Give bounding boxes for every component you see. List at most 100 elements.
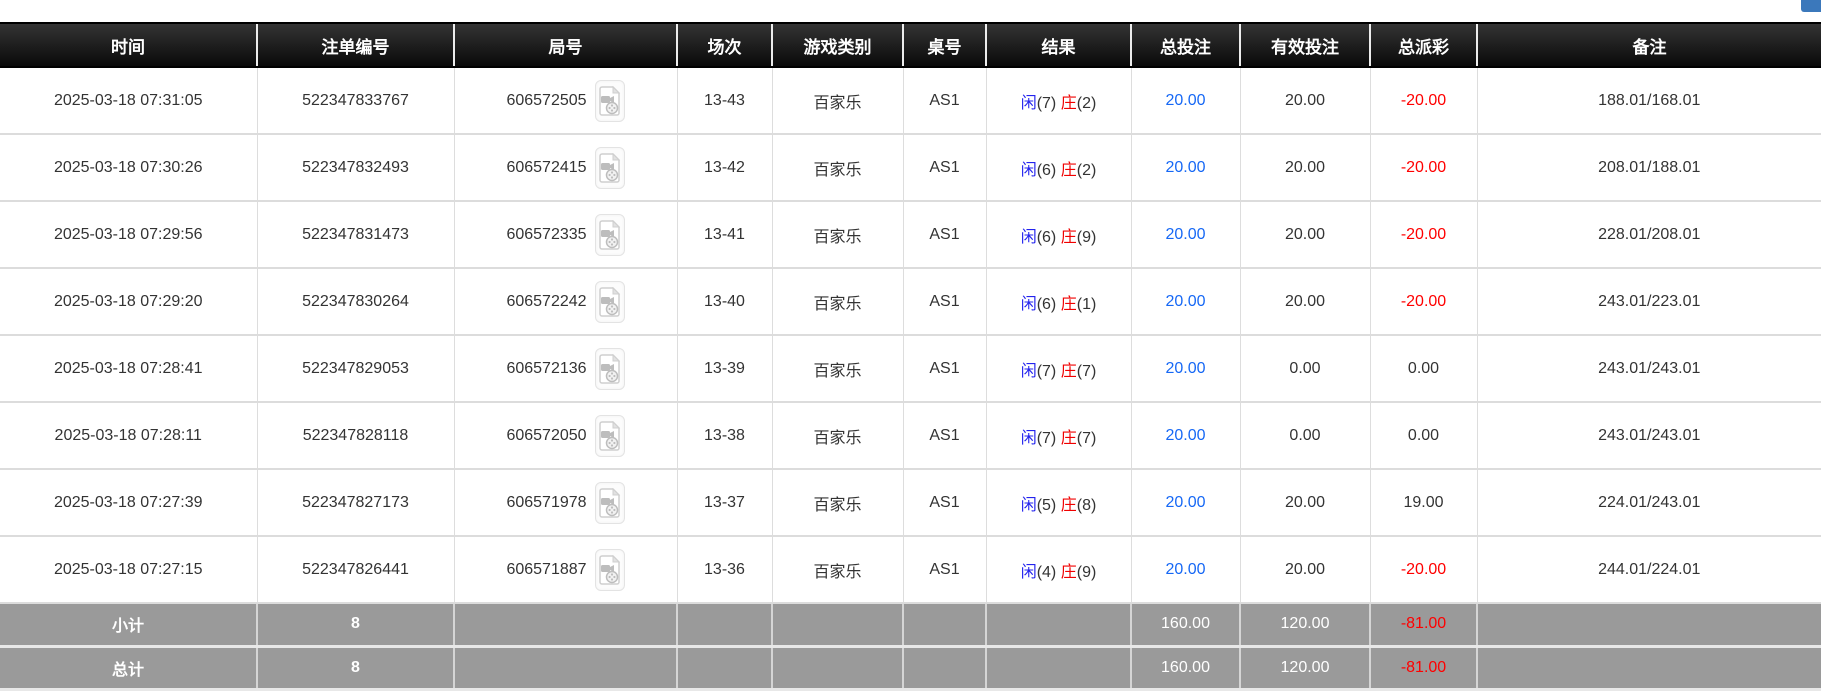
cell-game-type: 百家乐 — [771, 268, 903, 336]
cell-result: 闲(5) 庄(8) — [985, 469, 1131, 537]
cell-table-no: AS1 — [902, 134, 986, 202]
col-header-table-no: 桌号 — [902, 22, 986, 68]
top-strip — [0, 0, 1821, 22]
subtotal-total-bet: 160.00 — [1130, 603, 1240, 648]
subtotal-valid-bet: 120.00 — [1239, 603, 1370, 648]
cell-round-id: 606572505 — [453, 67, 677, 135]
cell-result: 闲(7) 庄(7) — [985, 402, 1131, 470]
cell-remark: 243.01/243.01 — [1476, 335, 1821, 403]
cell-result: 闲(7) 庄(2) — [985, 67, 1131, 135]
cell-session: 13-43 — [676, 67, 772, 135]
cell-bet-id: 522347833767 — [256, 67, 454, 135]
col-header-round-id: 局号 — [453, 22, 677, 68]
cell-time: 2025-03-18 07:29:56 — [0, 201, 257, 269]
cell-payout: -20.00 — [1369, 201, 1477, 269]
result-banker-score: (1) — [1076, 295, 1097, 313]
cell-game-type: 百家乐 — [771, 335, 903, 403]
cell-total-bet: 20.00 — [1130, 268, 1240, 336]
cell-payout: -20.00 — [1369, 134, 1477, 202]
video-replay-button[interactable] — [594, 414, 625, 457]
grand-total-payout: -81.00 — [1369, 646, 1477, 691]
round-id-text: 606571978 — [506, 493, 587, 511]
result-banker-score: (9) — [1076, 228, 1097, 246]
result-player-score: (6) — [1036, 295, 1057, 313]
round-id-text: 606572505 — [506, 91, 587, 109]
video-replay-button[interactable] — [594, 79, 625, 122]
video-file-icon — [598, 554, 620, 585]
cell-result: 闲(6) 庄(9) — [985, 201, 1131, 269]
cell-bet-id: 522347829053 — [256, 335, 454, 403]
result-banker-score: (7) — [1076, 362, 1097, 380]
cell-payout: 0.00 — [1369, 335, 1477, 403]
video-file-icon — [598, 353, 620, 384]
empty-cell — [985, 646, 1131, 691]
cell-round-id: 606571978 — [453, 469, 677, 537]
cell-session: 13-40 — [676, 268, 772, 336]
cell-round-id: 606572415 — [453, 134, 677, 202]
result-player-label: 闲 — [1020, 362, 1037, 380]
cell-remark: 243.01/243.01 — [1476, 402, 1821, 470]
result-player-score: (5) — [1036, 496, 1057, 514]
cell-valid-bet: 20.00 — [1239, 134, 1370, 202]
cell-session: 13-42 — [676, 134, 772, 202]
cell-remark: 244.01/224.01 — [1476, 536, 1821, 604]
result-player-label: 闲 — [1020, 228, 1037, 246]
col-header-result: 结果 — [985, 22, 1131, 68]
result-banker-score: (2) — [1076, 94, 1097, 112]
cell-table-no: AS1 — [902, 201, 986, 269]
video-file-icon — [598, 420, 620, 451]
video-file-icon — [598, 152, 620, 183]
cell-round-id: 606572242 — [453, 268, 677, 336]
result-banker-label: 庄 — [1060, 563, 1077, 581]
col-header-time: 时间 — [0, 22, 257, 68]
empty-cell — [902, 646, 986, 691]
grand-total-label: 总计 — [0, 646, 257, 691]
col-header-game-type: 游戏类别 — [771, 22, 903, 68]
empty-cell — [676, 646, 772, 691]
cell-table-no: AS1 — [902, 335, 986, 403]
result-banker-label: 庄 — [1060, 362, 1077, 380]
cell-remark: 228.01/208.01 — [1476, 201, 1821, 269]
cell-valid-bet: 20.00 — [1239, 268, 1370, 336]
cell-total-bet: 20.00 — [1130, 536, 1240, 604]
top-right-button-fragment[interactable] — [1801, 0, 1821, 12]
video-replay-button[interactable] — [594, 280, 625, 323]
result-banker-score: (2) — [1076, 161, 1097, 179]
round-id-text: 606572335 — [506, 225, 587, 243]
grand-total-total-bet: 160.00 — [1130, 646, 1240, 691]
video-replay-button[interactable] — [594, 146, 625, 189]
result-player-label: 闲 — [1020, 295, 1037, 313]
cell-valid-bet: 20.00 — [1239, 67, 1370, 135]
result-player-score: (7) — [1036, 362, 1057, 380]
cell-payout: -20.00 — [1369, 67, 1477, 135]
video-file-icon — [598, 487, 620, 518]
result-player-label: 闲 — [1020, 429, 1037, 447]
video-file-icon — [598, 219, 620, 250]
result-player-label: 闲 — [1020, 496, 1037, 514]
cell-bet-id: 522347832493 — [256, 134, 454, 202]
cell-payout: -20.00 — [1369, 536, 1477, 604]
col-header-session: 场次 — [676, 22, 772, 68]
cell-round-id: 606572335 — [453, 201, 677, 269]
cell-result: 闲(4) 庄(9) — [985, 536, 1131, 604]
cell-time: 2025-03-18 07:29:20 — [0, 268, 257, 336]
result-banker-label: 庄 — [1060, 94, 1077, 112]
cell-round-id: 606572136 — [453, 335, 677, 403]
cell-result: 闲(7) 庄(7) — [985, 335, 1131, 403]
cell-time: 2025-03-18 07:27:39 — [0, 469, 257, 537]
cell-total-bet: 20.00 — [1130, 402, 1240, 470]
video-replay-button[interactable] — [594, 347, 625, 390]
video-replay-button[interactable] — [594, 213, 625, 256]
table-footer: 小计 8 160.00 120.00 -81.00 总计 8 160.00 12… — [0, 603, 1821, 691]
result-banker-label: 庄 — [1060, 429, 1077, 447]
cell-game-type: 百家乐 — [771, 67, 903, 135]
cell-bet-id: 522347828118 — [256, 402, 454, 470]
bet-records-table: 时间 注单编号 局号 场次 游戏类别 桌号 结果 总投注 有效投注 总派彩 备注… — [0, 22, 1821, 691]
result-banker-score: (8) — [1076, 496, 1097, 514]
cell-bet-id: 522347827173 — [256, 469, 454, 537]
result-player-score: (6) — [1036, 161, 1057, 179]
col-header-remark: 备注 — [1476, 22, 1821, 68]
cell-time: 2025-03-18 07:28:11 — [0, 402, 257, 470]
video-replay-button[interactable] — [594, 548, 625, 591]
video-replay-button[interactable] — [594, 481, 625, 524]
